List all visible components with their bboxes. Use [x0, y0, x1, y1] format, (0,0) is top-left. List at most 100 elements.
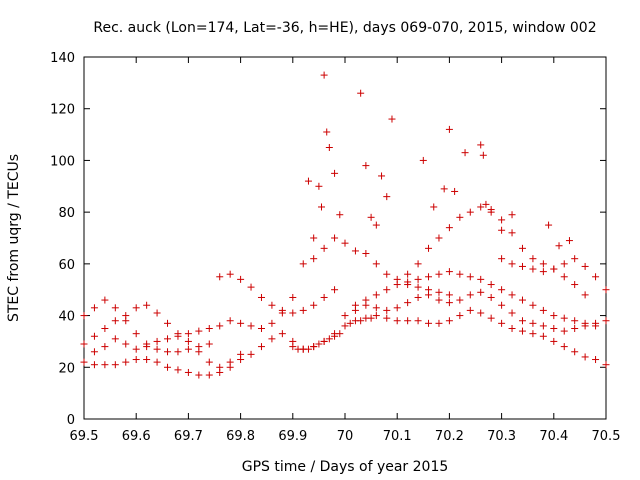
data-point — [529, 319, 537, 327]
data-point — [529, 301, 537, 309]
data-point — [539, 260, 547, 268]
data-point — [425, 244, 433, 252]
data-point — [539, 306, 547, 314]
data-point — [518, 327, 526, 335]
x-tick-label: 70.5 — [592, 429, 621, 444]
data-point — [581, 353, 589, 361]
y-tick-label: 60 — [58, 258, 75, 273]
data-point — [592, 273, 600, 281]
data-point — [310, 255, 318, 263]
data-point — [205, 358, 213, 366]
data-point — [393, 304, 401, 312]
data-point — [216, 322, 224, 330]
data-point — [487, 281, 495, 289]
data-point — [414, 293, 422, 301]
data-point — [571, 325, 579, 332]
data-point — [372, 304, 380, 312]
data-point — [289, 343, 297, 351]
data-point — [226, 270, 234, 278]
data-point — [466, 273, 474, 281]
data-point — [174, 366, 182, 374]
data-point — [111, 304, 119, 312]
data-point — [122, 358, 130, 366]
data-point — [80, 358, 88, 366]
data-point — [445, 291, 453, 299]
data-point — [174, 332, 182, 340]
data-point — [404, 317, 412, 325]
data-point — [331, 169, 339, 177]
x-axis-label: GPS time / Days of year 2015 — [242, 459, 449, 475]
data-point — [304, 345, 312, 353]
data-point — [539, 322, 547, 330]
data-point — [143, 356, 151, 364]
data-point — [216, 273, 224, 281]
data-point — [362, 162, 370, 170]
data-point — [560, 314, 568, 322]
data-point — [132, 356, 140, 364]
data-point — [331, 332, 339, 340]
data-point — [205, 340, 213, 348]
data-point — [164, 319, 172, 327]
data-point — [331, 286, 339, 294]
data-point — [153, 345, 161, 353]
data-point — [425, 273, 433, 281]
x-tick-label: 69.5 — [70, 429, 99, 444]
data-point — [184, 368, 192, 376]
data-point — [383, 193, 391, 201]
data-point — [101, 361, 109, 369]
data-point — [383, 314, 391, 322]
data-point — [205, 371, 213, 379]
data-point — [435, 319, 443, 327]
y-tick-label: 120 — [50, 103, 75, 118]
data-point — [456, 270, 464, 278]
data-point — [518, 244, 526, 252]
data-point — [237, 275, 245, 283]
data-point — [315, 182, 323, 190]
data-point — [205, 325, 213, 332]
data-point — [477, 203, 485, 211]
data-point — [90, 348, 98, 356]
data-point — [257, 325, 265, 332]
data-point — [508, 229, 516, 237]
data-point — [351, 247, 359, 255]
data-point — [498, 226, 506, 234]
x-tick-label: 69.7 — [174, 429, 203, 444]
data-point — [346, 319, 354, 327]
data-point — [325, 144, 333, 151]
data-point — [555, 242, 563, 250]
data-point — [529, 330, 537, 338]
data-point — [466, 291, 474, 299]
data-point — [581, 262, 589, 270]
data-point — [304, 177, 312, 185]
data-point — [477, 275, 485, 283]
data-point — [315, 340, 323, 348]
data-point — [372, 260, 380, 268]
data-point — [310, 234, 318, 242]
data-point — [508, 325, 516, 332]
data-point — [445, 268, 453, 276]
y-tick-label: 0 — [67, 413, 75, 428]
data-point — [216, 363, 224, 371]
data-point — [372, 221, 380, 229]
data-point — [174, 348, 182, 356]
data-point — [404, 270, 412, 278]
data-point — [539, 268, 547, 276]
data-point — [456, 312, 464, 320]
data-point — [445, 125, 453, 133]
data-point — [372, 291, 380, 299]
data-point — [518, 296, 526, 304]
data-point — [477, 288, 485, 296]
data-point — [581, 291, 589, 299]
y-tick-label: 100 — [50, 154, 75, 169]
data-point — [164, 363, 172, 371]
data-point — [404, 299, 412, 307]
data-point — [508, 309, 516, 317]
data-point — [143, 340, 151, 348]
data-point — [414, 283, 422, 291]
data-point — [226, 358, 234, 366]
data-point — [320, 293, 328, 301]
data-point — [508, 260, 516, 268]
data-point — [278, 306, 286, 314]
data-point — [80, 340, 88, 348]
data-point — [195, 371, 203, 379]
